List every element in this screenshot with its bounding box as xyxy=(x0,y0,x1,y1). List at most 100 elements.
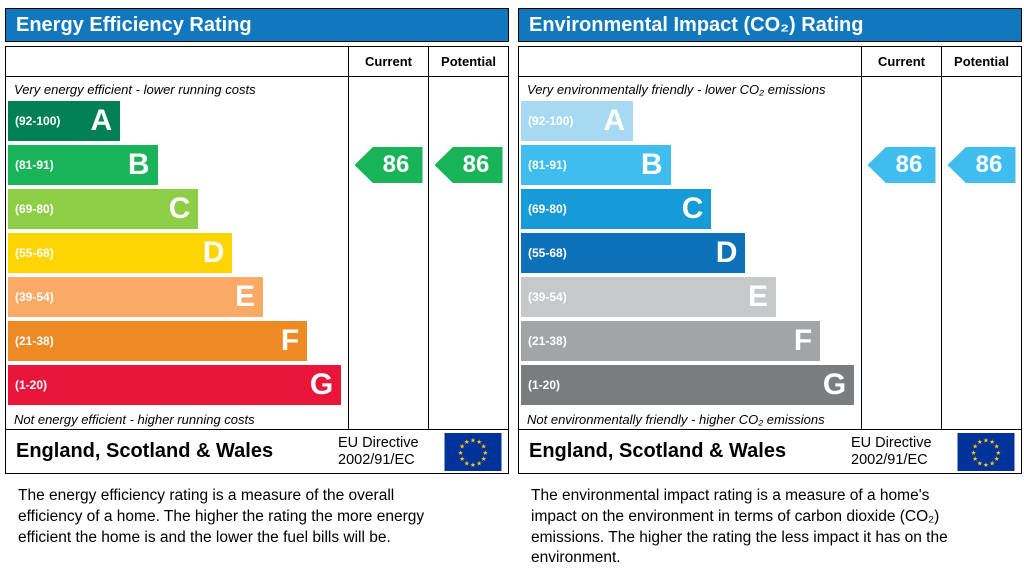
band-range-label: (92-100) xyxy=(528,114,574,128)
bottom-note: Not energy efficient - higher running co… xyxy=(14,412,255,427)
rating-band: (55-68) D xyxy=(6,231,348,275)
energy-title-bar: Energy Efficiency Rating xyxy=(5,8,509,42)
eu-directive-line2: 2002/91/EC xyxy=(338,451,415,468)
bottom-note: Not environmentally friendly - higher CO… xyxy=(527,412,825,427)
svg-text:★: ★ xyxy=(470,436,476,444)
potential-column-header: Potential xyxy=(941,47,1021,76)
current-column-header: Current xyxy=(861,47,941,76)
current-column: 86 xyxy=(348,77,428,429)
top-note: Very energy efficient - lower running co… xyxy=(14,82,256,97)
rating-band: (21-38) F xyxy=(519,319,861,363)
svg-text:★: ★ xyxy=(481,455,487,463)
band-range-label: (92-100) xyxy=(15,114,61,128)
energy-footer: England, Scotland & Wales EU Directive 2… xyxy=(6,429,508,473)
band-bar-d: (55-68) D xyxy=(521,233,746,273)
band-range-label: (69-80) xyxy=(528,202,567,216)
band-range-label: (39-54) xyxy=(528,290,567,304)
band-range-label: (69-80) xyxy=(15,202,54,216)
svg-text:★: ★ xyxy=(971,448,977,456)
svg-text:★: ★ xyxy=(482,448,488,456)
region-label: England, Scotland & Wales xyxy=(16,440,274,462)
svg-text:★: ★ xyxy=(470,461,476,469)
current-column: 86 xyxy=(861,77,941,429)
band-letter: D xyxy=(202,236,225,269)
svg-text:★: ★ xyxy=(994,442,1000,450)
band-bar-c: (69-80) C xyxy=(8,189,199,229)
rating-band: (1-20) G xyxy=(6,363,348,407)
potential-column: 86 xyxy=(941,77,1021,429)
current-rating-value: 86 xyxy=(895,151,923,178)
band-range-label: (55-68) xyxy=(15,246,54,260)
band-range-label: (39-54) xyxy=(15,290,54,304)
svg-text:★: ★ xyxy=(459,442,465,450)
column-headers: Current Potential xyxy=(6,47,508,77)
current-column-header: Current xyxy=(348,47,428,76)
environmental-band-chart: Very environmentally friendly - lower CO… xyxy=(519,77,861,429)
svg-text:★: ★ xyxy=(972,442,978,450)
band-letter: A xyxy=(90,104,113,137)
band-range-label: (1-20) xyxy=(528,378,561,392)
band-range-label: (21-38) xyxy=(528,334,567,348)
current-rating-arrow: 86 xyxy=(867,147,936,183)
environmental-table-body: Very environmentally friendly - lower CO… xyxy=(519,77,1021,429)
rating-band: (39-54) E xyxy=(6,275,348,319)
current-rating-arrow: 86 xyxy=(354,147,423,183)
band-letter: G xyxy=(822,368,847,401)
svg-text:★: ★ xyxy=(458,448,464,456)
band-letter: B xyxy=(640,148,663,181)
energy-panel-title: Energy Efficiency Rating xyxy=(16,13,252,36)
band-letter: A xyxy=(603,104,626,137)
energy-table-body: Very energy efficient - lower running co… xyxy=(6,77,508,429)
current-rating-value: 86 xyxy=(382,151,410,178)
band-range-label: (81-91) xyxy=(15,158,54,172)
band-bar-f: (21-38) F xyxy=(521,321,821,361)
band-letter: G xyxy=(309,368,334,401)
rating-band: (81-91) B xyxy=(519,143,861,187)
band-range-label: (55-68) xyxy=(528,246,567,260)
potential-column-header: Potential xyxy=(428,47,508,76)
svg-text:★: ★ xyxy=(995,448,1001,456)
potential-rating-value: 86 xyxy=(975,151,1003,178)
svg-text:★: ★ xyxy=(983,436,989,444)
rating-band: (55-68) D xyxy=(519,231,861,275)
environmental-rating-table: Current Potential Very environmentally f… xyxy=(518,46,1022,474)
svg-text:★: ★ xyxy=(972,455,978,463)
band-letter: D xyxy=(715,236,738,269)
eu-directive-line1: EU Directive xyxy=(851,434,932,451)
band-range-label: (81-91) xyxy=(528,158,567,172)
band-bar-d: (55-68) D xyxy=(8,233,233,273)
band-letter: F xyxy=(793,324,813,357)
svg-text:★: ★ xyxy=(464,438,470,446)
band-letter: F xyxy=(280,324,300,357)
svg-text:★: ★ xyxy=(989,459,995,467)
svg-text:★: ★ xyxy=(977,459,983,467)
band-letter: B xyxy=(127,148,150,181)
rating-band: (39-54) E xyxy=(519,275,861,319)
svg-text:★: ★ xyxy=(481,442,487,450)
environmental-title-bar: Environmental Impact (CO₂) Rating xyxy=(518,8,1022,42)
rating-band: (21-38) F xyxy=(6,319,348,363)
chart-column-spacer xyxy=(519,47,861,76)
rating-band: (81-91) B xyxy=(6,143,348,187)
eu-directive-line2: 2002/91/EC xyxy=(851,451,928,468)
potential-column: 86 xyxy=(428,77,508,429)
potential-rating-arrow: 86 xyxy=(947,147,1016,183)
energy-efficiency-panel: Energy Efficiency Rating Current Potenti… xyxy=(5,8,509,569)
band-letter: E xyxy=(747,280,768,313)
band-bar-e: (39-54) E xyxy=(521,277,776,317)
band-bar-f: (21-38) F xyxy=(8,321,308,361)
svg-text:★: ★ xyxy=(476,438,482,446)
eu-directive-label: EU Directive 2002/91/EC xyxy=(851,435,949,468)
band-bar-b: (81-91) B xyxy=(8,145,158,185)
rating-band: (92-100) A xyxy=(519,99,861,143)
svg-text:★: ★ xyxy=(989,438,995,446)
region-label: England, Scotland & Wales xyxy=(529,440,787,462)
environmental-impact-panel: Environmental Impact (CO₂) Rating Curren… xyxy=(518,8,1022,569)
band-letter: C xyxy=(168,192,191,225)
top-note: Very environmentally friendly - lower CO… xyxy=(527,82,826,97)
svg-text:★: ★ xyxy=(983,461,989,469)
rating-band: (69-80) C xyxy=(6,187,348,231)
band-letter: E xyxy=(234,280,255,313)
rating-band: (1-20) G xyxy=(519,363,861,407)
